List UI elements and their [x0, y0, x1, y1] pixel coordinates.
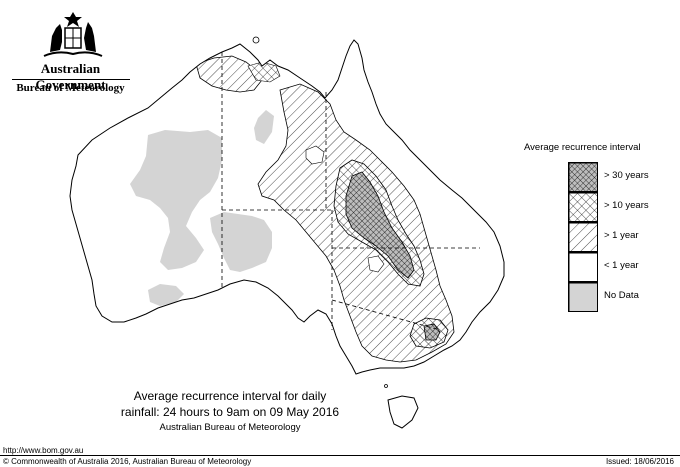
legend-label: > 30 years — [604, 170, 649, 181]
issued-date: Issued: 18/06/2016 — [605, 457, 674, 466]
legend-item: > 10 years — [568, 192, 668, 222]
mainland-coastline — [69, 39, 505, 375]
map-legend: Average recurrence interval > 30 years >… — [520, 142, 670, 322]
legend-swatch-no-data — [568, 282, 598, 312]
legend-item: < 1 year — [568, 252, 668, 282]
tasmania — [387, 395, 419, 429]
no-data-region-central — [210, 212, 272, 272]
arr-over-30-years-region — [345, 171, 415, 279]
island — [384, 384, 388, 388]
legend-item: > 30 years — [568, 162, 668, 192]
map-caption-line-1: Average recurrence interval for daily — [133, 389, 327, 403]
source-url: http://www.bom.gov.au — [3, 446, 84, 455]
arr-under-1-year-patch — [305, 145, 325, 165]
commonwealth-coat-of-arms-icon — [43, 12, 103, 57]
copyright-notice: © Commonwealth of Australia 2016, Austra… — [3, 457, 252, 466]
arr-under-1-year-patch-2 — [367, 255, 385, 273]
government-name: Australian Government — [35, 61, 106, 92]
no-data-region-nt — [254, 110, 274, 144]
legend-swatch-under-1-year — [568, 252, 598, 282]
state-borders — [221, 52, 480, 331]
no-data-region-wa — [130, 130, 222, 270]
legend-item: > 1 year — [568, 222, 668, 252]
legend-label: No Data — [604, 290, 639, 301]
map-caption-source: Australian Bureau of Meteorology — [159, 422, 301, 433]
footer-divider — [0, 455, 680, 456]
legend-label: < 1 year — [604, 260, 639, 271]
legend-label: > 1 year — [604, 230, 639, 241]
map-caption-line-2: rainfall: 24 hours to 9am on 09 May 2016 — [120, 405, 340, 419]
island — [252, 36, 260, 44]
legend-label: > 10 years — [604, 200, 649, 211]
legend-swatch-over-10-years — [568, 192, 598, 222]
legend-swatch-over-1-year — [568, 222, 598, 252]
government-header: Australian Government Bureau of Meteorol… — [8, 8, 133, 98]
bureau-name: Bureau of Meteorology — [16, 82, 125, 94]
header-divider — [12, 79, 130, 80]
legend-title: Average recurrence interval — [524, 142, 641, 153]
legend-item: No Data — [568, 282, 668, 312]
no-data-region-sa-south — [148, 284, 184, 306]
legend-swatch-over-30-years — [568, 162, 598, 192]
arr-top-end-region — [195, 55, 263, 93]
arr-over-30-years-region-2 — [423, 323, 441, 341]
